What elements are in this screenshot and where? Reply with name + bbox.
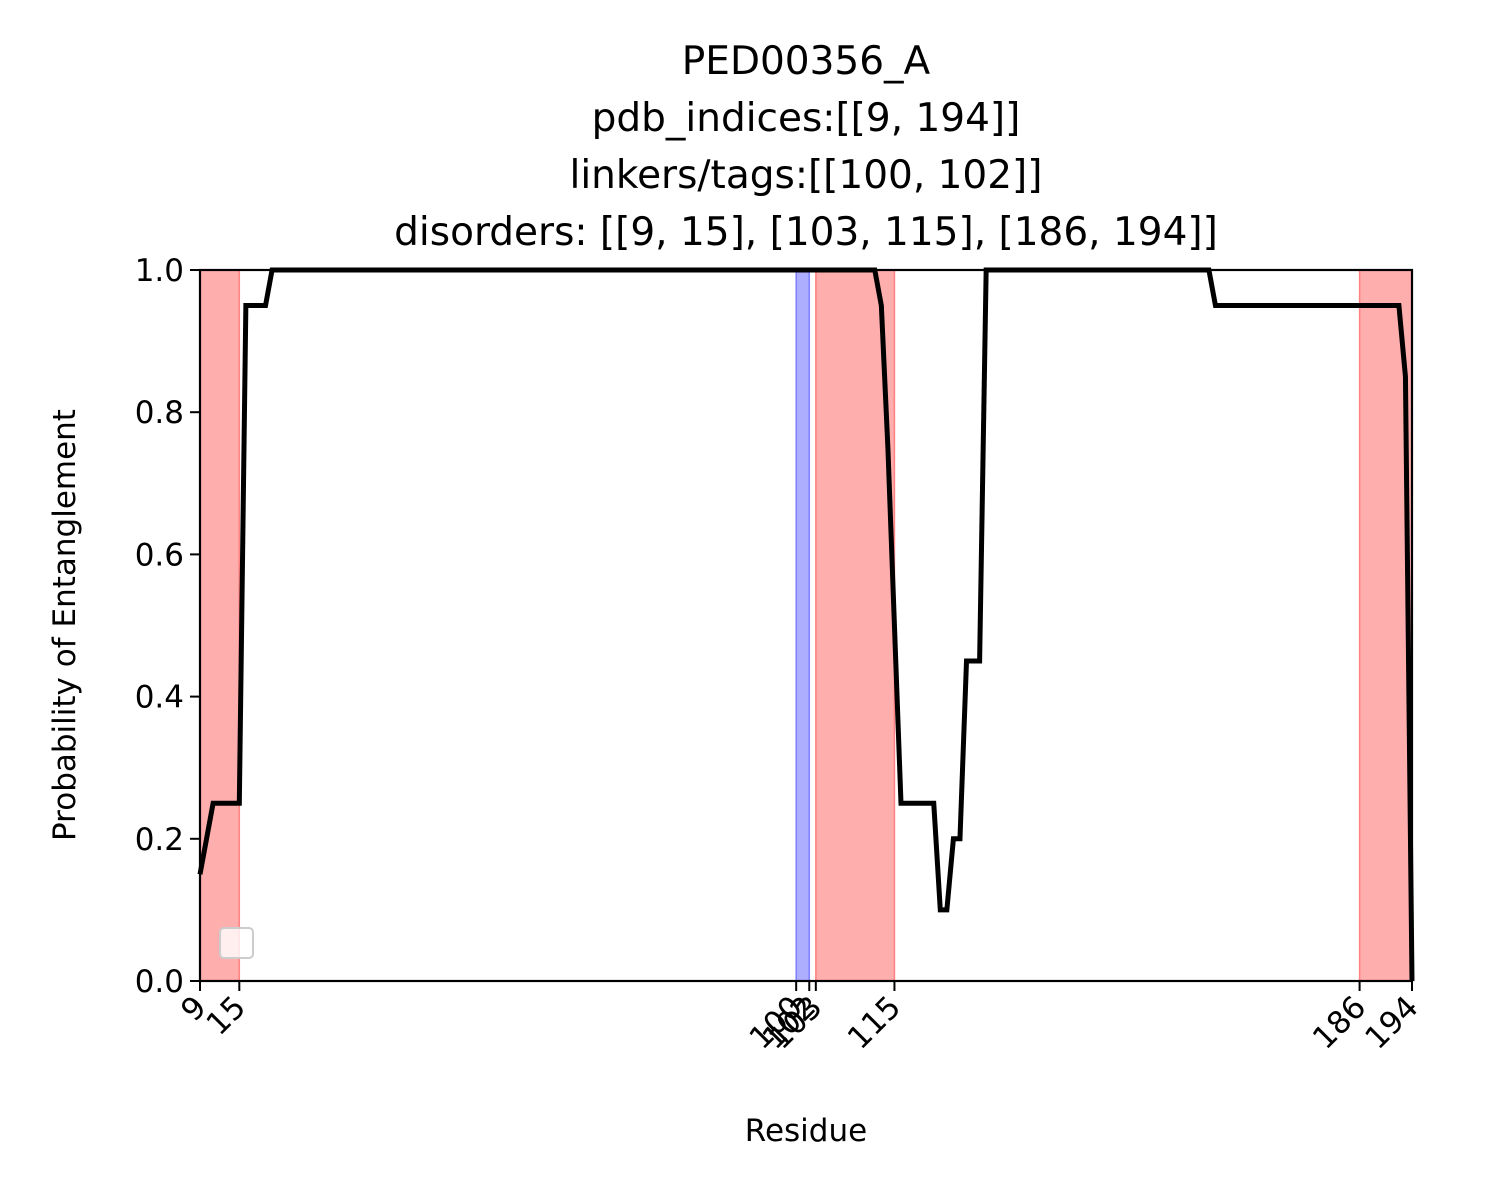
- y-axis-label: Probability of Entanglement: [47, 409, 83, 841]
- y-tick-label-0.4: 0.4: [135, 680, 184, 716]
- chart-title: PED00356_A pdb_indices:[[9, 194]] linker…: [394, 39, 1218, 255]
- title-line-2: pdb_indices:[[9, 194]]: [592, 96, 1021, 141]
- x-tick-label-15: 15: [200, 989, 253, 1042]
- plot-frame: [198, 268, 1414, 983]
- y-tick-label-0.8: 0.8: [135, 395, 184, 431]
- x-axis-label: Residue: [745, 1113, 867, 1149]
- title-line-1: PED00356_A: [682, 39, 931, 84]
- shaded-regions: [199, 269, 1413, 982]
- y-tick-label-0.0: 0.0: [135, 964, 184, 1000]
- title-line-3: linkers/tags:[[100, 102]]: [569, 153, 1042, 198]
- legend-box: [219, 927, 254, 959]
- y-axis-ticks: 0.0 0.2 0.4 0.6 0.8 1.0: [135, 253, 200, 1000]
- x-tick-label-194: 194: [1358, 989, 1425, 1056]
- title-line-4: disorders: [[9, 15], [103, 115], [186, 1…: [394, 210, 1218, 255]
- x-tick-label-186: 186: [1306, 989, 1373, 1056]
- linker-region-2: [795, 269, 811, 982]
- disorder-region-3: [815, 269, 896, 982]
- y-tick-label-0.2: 0.2: [135, 822, 184, 858]
- y-tick-label-1.0: 1.0: [135, 253, 184, 289]
- y-tick-label-0.6: 0.6: [135, 537, 184, 573]
- disorder-region-1: [199, 269, 241, 982]
- x-tick-label-115: 115: [841, 989, 908, 1056]
